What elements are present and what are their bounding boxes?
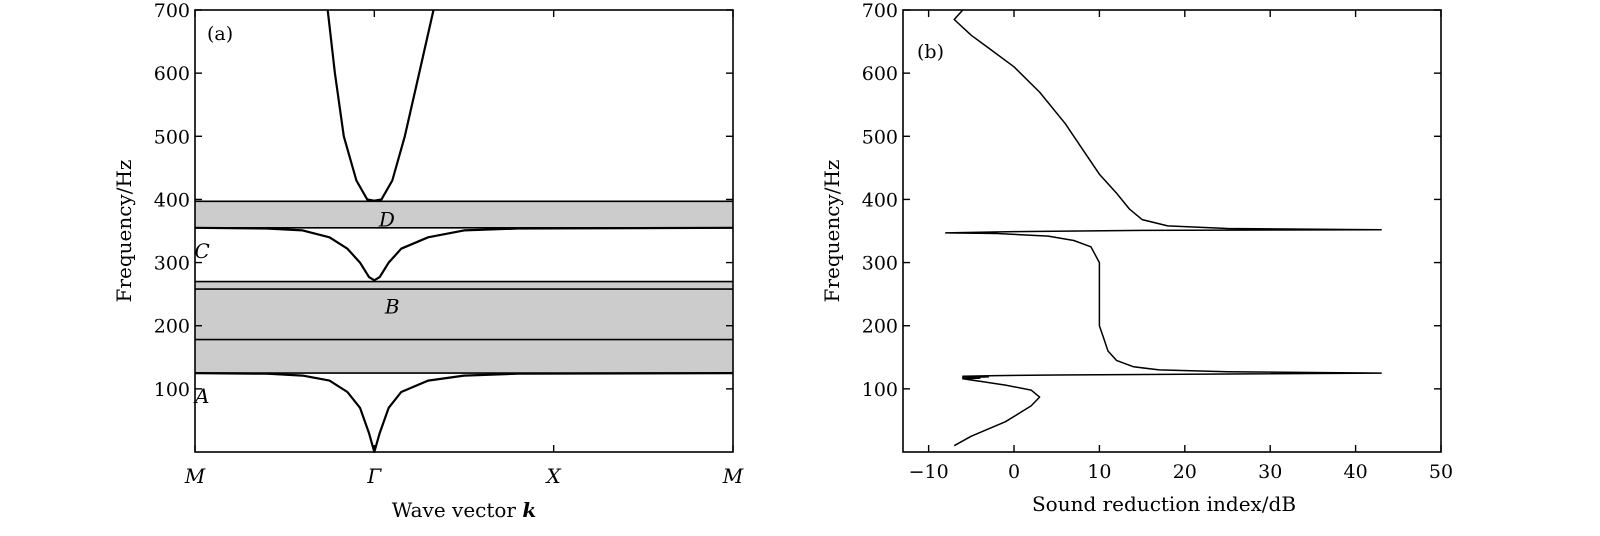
y-tick-label-a-6: 700 bbox=[154, 0, 190, 22]
sound-reduction-curve-0 bbox=[944, 9, 1382, 447]
x-tick-label-b-3: 20 bbox=[1173, 461, 1197, 483]
y-axis-title-b: Frequency/Hz bbox=[820, 160, 844, 303]
x-axis-title-text-a: Wave vector bbox=[392, 498, 523, 522]
panel-label-b: (b) bbox=[917, 41, 944, 63]
x-tick-label-b-1: 0 bbox=[1008, 461, 1020, 483]
region-label-B: B bbox=[384, 295, 400, 319]
y-tick-label-b-6: 700 bbox=[862, 0, 898, 22]
y-tick-label-b-4: 500 bbox=[862, 126, 898, 148]
x-tick-label-b-0: −10 bbox=[909, 461, 949, 483]
x-tick-label-b-6: 50 bbox=[1429, 461, 1453, 483]
x-tick-label-a-0: M bbox=[184, 464, 206, 488]
panel-b-sound-reduction: 100 200 300 400 500 600 700 −10 0 10 20 30 40 50 (b) Fr… bbox=[820, 0, 1453, 516]
dispersion-curve-0 bbox=[194, 372, 734, 454]
y-tick-label-b-0: 100 bbox=[862, 379, 898, 401]
x-tick-label-b-5: 40 bbox=[1344, 461, 1368, 483]
region-label-A: A bbox=[193, 384, 209, 408]
y-tick-label-b-3: 400 bbox=[862, 189, 898, 211]
x-axis-title-a: Wave vector k bbox=[392, 498, 536, 522]
x-axis-title-symbol-a: k bbox=[522, 498, 536, 522]
y-tick-label-b-1: 200 bbox=[862, 316, 898, 338]
panel-a-band-structure: 100 200 300 400 500 600 700 M Γ X M A B C D (a) Frequenc… bbox=[112, 0, 744, 522]
y-tick-label-b-2: 300 bbox=[862, 253, 898, 275]
dispersion-curve-2 bbox=[326, 9, 435, 202]
y-tick-label-a-0: 100 bbox=[154, 379, 190, 401]
panel-label-a: (a) bbox=[207, 23, 233, 45]
y-tick-label-a-1: 200 bbox=[154, 316, 190, 338]
x-tick-label-a-3: M bbox=[722, 464, 744, 488]
plot-frame-a bbox=[194, 9, 734, 453]
plot-frame-b bbox=[902, 9, 1442, 453]
band-gap-1 bbox=[195, 201, 733, 228]
x-tick-label-a-1: Γ bbox=[366, 464, 382, 488]
y-tick-label-a-4: 500 bbox=[154, 126, 190, 148]
y-tick-label-b-5: 600 bbox=[862, 63, 898, 85]
region-label-D: D bbox=[378, 207, 395, 231]
region-label-C: C bbox=[195, 239, 210, 263]
y-tick-label-a-2: 300 bbox=[154, 253, 190, 275]
x-tick-label-b-2: 10 bbox=[1087, 461, 1111, 483]
y-axis-title-a: Frequency/Hz bbox=[112, 160, 136, 303]
x-tick-label-a-2: X bbox=[545, 464, 562, 488]
x-axis-title-b: Sound reduction index/dB bbox=[1032, 492, 1296, 516]
y-tick-label-a-3: 400 bbox=[154, 189, 190, 211]
x-tick-label-b-4: 30 bbox=[1258, 461, 1282, 483]
band-gap-0 bbox=[195, 281, 733, 374]
dispersion-curve-1 bbox=[194, 226, 734, 282]
y-tick-label-a-5: 600 bbox=[154, 63, 190, 85]
